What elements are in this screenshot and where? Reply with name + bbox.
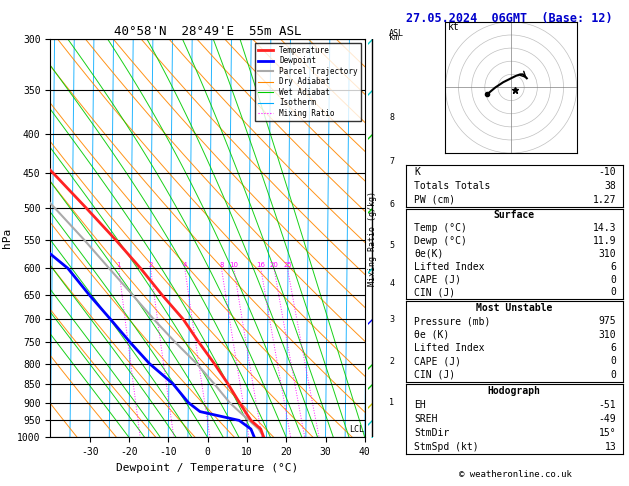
Text: 3: 3 bbox=[389, 315, 394, 324]
Text: 14.3: 14.3 bbox=[593, 223, 616, 233]
Text: Totals Totals: Totals Totals bbox=[415, 181, 491, 191]
Text: Mixing Ratio (g/kg): Mixing Ratio (g/kg) bbox=[368, 191, 377, 286]
Text: 0: 0 bbox=[610, 275, 616, 285]
Text: 7: 7 bbox=[389, 157, 394, 166]
Text: CAPE (J): CAPE (J) bbox=[415, 356, 462, 366]
Text: 8: 8 bbox=[389, 113, 394, 122]
Text: 27.05.2024  06GMT  (Base: 12): 27.05.2024 06GMT (Base: 12) bbox=[406, 12, 612, 25]
Text: EH: EH bbox=[415, 400, 426, 410]
Text: -49: -49 bbox=[599, 414, 616, 424]
Text: 15°: 15° bbox=[599, 428, 616, 438]
Text: StmSpd (kt): StmSpd (kt) bbox=[415, 442, 479, 452]
Text: Dewp (°C): Dewp (°C) bbox=[415, 236, 467, 246]
Text: Lifted Index: Lifted Index bbox=[415, 343, 485, 353]
Text: 975: 975 bbox=[599, 316, 616, 327]
Text: km: km bbox=[389, 33, 399, 42]
Text: 1.27: 1.27 bbox=[593, 195, 616, 205]
Text: Most Unstable: Most Unstable bbox=[476, 303, 552, 313]
Text: K: K bbox=[415, 167, 420, 177]
Text: Pressure (mb): Pressure (mb) bbox=[415, 316, 491, 327]
Text: CAPE (J): CAPE (J) bbox=[415, 275, 462, 285]
Text: θe(K): θe(K) bbox=[415, 249, 444, 259]
Text: 6: 6 bbox=[610, 262, 616, 272]
Text: 8: 8 bbox=[220, 262, 224, 268]
Text: 20: 20 bbox=[270, 262, 279, 268]
Text: 25: 25 bbox=[283, 262, 292, 268]
Legend: Temperature, Dewpoint, Parcel Trajectory, Dry Adiabat, Wet Adiabat, Isotherm, Mi: Temperature, Dewpoint, Parcel Trajectory… bbox=[255, 43, 361, 121]
Text: 16: 16 bbox=[256, 262, 265, 268]
Text: LCL: LCL bbox=[348, 424, 364, 434]
Text: 1: 1 bbox=[116, 262, 121, 268]
Text: ASL: ASL bbox=[389, 29, 404, 38]
Text: CIN (J): CIN (J) bbox=[415, 370, 455, 380]
Text: 310: 310 bbox=[599, 249, 616, 259]
Text: 0: 0 bbox=[610, 287, 616, 297]
Text: 11.9: 11.9 bbox=[593, 236, 616, 246]
Text: SREH: SREH bbox=[415, 414, 438, 424]
Text: 4: 4 bbox=[389, 279, 394, 288]
Text: CIN (J): CIN (J) bbox=[415, 287, 455, 297]
Text: Lifted Index: Lifted Index bbox=[415, 262, 485, 272]
Title: 40°58'N  28°49'E  55m ASL: 40°58'N 28°49'E 55m ASL bbox=[114, 25, 301, 38]
Text: Surface: Surface bbox=[494, 210, 535, 221]
Text: 1: 1 bbox=[389, 398, 394, 407]
Text: -51: -51 bbox=[599, 400, 616, 410]
X-axis label: Dewpoint / Temperature (°C): Dewpoint / Temperature (°C) bbox=[116, 463, 299, 473]
Text: 0: 0 bbox=[610, 356, 616, 366]
Text: 4: 4 bbox=[182, 262, 187, 268]
Text: Hodograph: Hodograph bbox=[487, 386, 541, 396]
Text: 2: 2 bbox=[148, 262, 153, 268]
Text: 13: 13 bbox=[604, 442, 616, 452]
Text: 6: 6 bbox=[610, 343, 616, 353]
Text: © weatheronline.co.uk: © weatheronline.co.uk bbox=[459, 469, 572, 479]
Text: 5: 5 bbox=[389, 241, 394, 250]
Text: 6: 6 bbox=[389, 200, 394, 209]
Text: StmDir: StmDir bbox=[415, 428, 450, 438]
Text: kt: kt bbox=[448, 22, 460, 32]
Text: Temp (°C): Temp (°C) bbox=[415, 223, 467, 233]
Text: 2: 2 bbox=[389, 357, 394, 366]
Text: -10: -10 bbox=[599, 167, 616, 177]
Text: PW (cm): PW (cm) bbox=[415, 195, 455, 205]
Y-axis label: hPa: hPa bbox=[1, 228, 11, 248]
Text: 0: 0 bbox=[610, 370, 616, 380]
Text: θe (K): θe (K) bbox=[415, 330, 450, 340]
Text: 38: 38 bbox=[604, 181, 616, 191]
Text: 10: 10 bbox=[230, 262, 238, 268]
Text: 310: 310 bbox=[599, 330, 616, 340]
